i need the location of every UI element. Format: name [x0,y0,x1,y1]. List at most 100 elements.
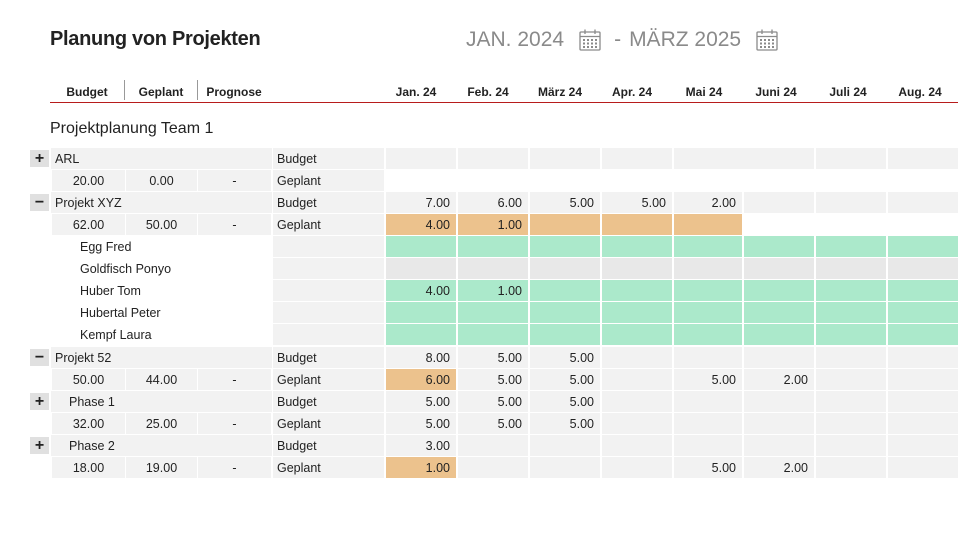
project-name[interactable]: Projekt 52 [51,347,272,368]
month-cell[interactable] [674,236,742,257]
month-cell[interactable]: 5.00 [674,369,742,390]
month-cell[interactable]: 5.00 [602,192,672,213]
month-cell[interactable] [744,148,814,169]
month-cell[interactable] [816,236,886,257]
month-cell[interactable] [888,324,958,345]
month-cell[interactable] [888,369,958,390]
month-cell[interactable]: 5.00 [458,391,528,412]
month-cell[interactable]: 6.00 [458,192,528,213]
month-cell[interactable] [888,280,958,301]
month-cell[interactable] [888,391,958,412]
month-cell[interactable] [458,324,528,345]
month-cell[interactable] [530,435,600,456]
month-cell[interactable] [674,347,742,368]
month-cell[interactable] [386,258,456,279]
expand-button[interactable]: + [30,437,49,454]
month-cell[interactable] [386,170,456,191]
collapse-button[interactable]: − [30,194,49,211]
month-cell[interactable] [530,148,600,169]
calendar-icon[interactable] [755,28,779,52]
month-cell[interactable]: 8.00 [386,347,456,368]
month-cell[interactable] [602,258,672,279]
month-cell[interactable]: 2.00 [744,369,814,390]
phase-name[interactable]: Phase 2 [51,435,272,456]
month-cell[interactable] [816,324,886,345]
month-cell[interactable] [530,302,600,323]
month-cell[interactable]: 3.00 [386,435,456,456]
date-to[interactable]: MÄRZ 2025 [629,28,742,51]
month-cell[interactable]: 1.00 [458,280,528,301]
month-cell[interactable] [602,457,672,478]
month-cell[interactable]: 5.00 [386,413,456,434]
date-from[interactable]: JAN. 2024 [466,28,565,51]
phase-name[interactable]: Phase 1 [51,391,272,412]
project-name[interactable]: ARL [51,148,272,169]
month-cell[interactable] [602,413,672,434]
month-cell[interactable] [888,413,958,434]
month-cell[interactable] [530,324,600,345]
month-cell[interactable]: 5.00 [386,391,456,412]
month-cell[interactable] [674,214,742,235]
month-cell[interactable] [744,324,814,345]
month-cell[interactable]: 7.00 [386,192,456,213]
month-cell[interactable] [816,192,886,213]
month-cell[interactable]: 4.00 [386,280,456,301]
month-cell[interactable] [674,391,742,412]
month-cell[interactable] [816,369,886,390]
month-cell[interactable] [674,148,744,169]
month-cell[interactable] [674,324,742,345]
month-cell[interactable] [888,347,958,368]
month-cell[interactable] [602,148,672,169]
month-cell[interactable] [888,457,958,478]
month-cell[interactable]: 2.00 [674,192,742,213]
month-cell[interactable] [602,302,672,323]
month-cell[interactable] [386,148,456,169]
month-cell[interactable] [816,302,886,323]
month-cell[interactable] [744,258,814,279]
month-cell[interactable] [888,192,958,213]
month-cell[interactable] [744,302,814,323]
month-cell[interactable]: 1.00 [386,457,456,478]
month-cell[interactable] [816,148,886,169]
month-cell[interactable] [744,413,814,434]
month-cell[interactable] [530,214,600,235]
month-cell[interactable] [602,324,672,345]
month-cell[interactable] [458,258,528,279]
month-cell[interactable] [674,280,742,301]
expand-button[interactable]: + [30,393,49,410]
month-cell[interactable] [816,435,886,456]
month-cell[interactable] [386,324,456,345]
month-cell[interactable] [816,258,886,279]
month-cell[interactable] [674,435,742,456]
month-cell[interactable] [458,148,528,169]
month-cell[interactable] [888,302,958,323]
month-cell[interactable] [602,391,672,412]
month-cell[interactable] [674,258,742,279]
month-cell[interactable] [744,435,814,456]
month-cell[interactable] [744,192,814,213]
month-cell[interactable] [888,258,958,279]
month-cell[interactable] [458,302,528,323]
month-cell[interactable] [674,413,742,434]
month-cell[interactable]: 1.00 [458,214,528,235]
month-cell[interactable] [602,369,672,390]
month-cell[interactable] [458,435,528,456]
month-cell[interactable]: 5.00 [530,192,600,213]
expand-button[interactable]: + [30,150,49,167]
month-cell[interactable] [602,347,672,368]
month-cell[interactable] [816,457,886,478]
month-cell[interactable]: 2.00 [744,457,814,478]
month-cell[interactable] [602,236,672,257]
month-cell[interactable]: 5.00 [458,369,528,390]
month-cell[interactable] [888,148,958,169]
month-cell[interactable] [530,280,600,301]
month-cell[interactable] [386,302,456,323]
month-cell[interactable] [674,302,742,323]
month-cell[interactable] [816,413,886,434]
month-cell[interactable] [386,236,456,257]
month-cell[interactable] [458,236,528,257]
month-cell[interactable] [816,347,886,368]
month-cell[interactable] [888,236,958,257]
calendar-icon[interactable] [578,28,602,52]
month-cell[interactable] [458,457,528,478]
